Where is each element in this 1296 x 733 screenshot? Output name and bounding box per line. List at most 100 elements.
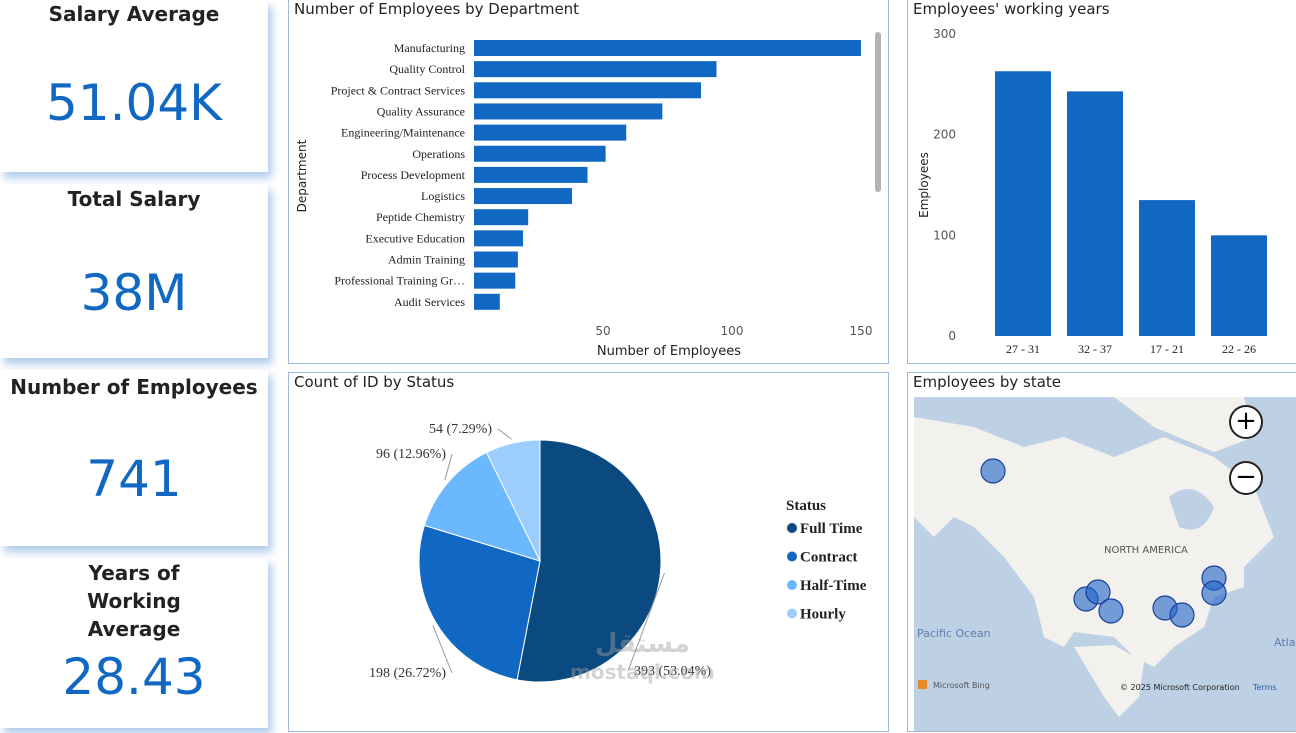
chart-title: Employees by state xyxy=(913,373,1062,391)
bing-logo-icon xyxy=(918,680,927,689)
bar xyxy=(474,188,573,205)
kpi-title: Total Salary xyxy=(67,187,201,211)
map-attribution: © 2025 Microsoft Corporation xyxy=(1120,683,1240,692)
kpi-value: 38M xyxy=(80,264,188,322)
y-tick-label: 100 xyxy=(933,228,956,242)
category-label: Operations xyxy=(412,147,465,161)
category-label: 22 - 26 xyxy=(1222,342,1256,356)
terms-link[interactable]: Terms xyxy=(1252,683,1277,692)
leader-line xyxy=(444,453,453,481)
kpi-salary-average: Salary Average 51.04K xyxy=(0,0,268,172)
category-label: Peptide Chemistry xyxy=(376,210,465,224)
region-label: NORTH AMERICA xyxy=(1104,545,1188,556)
x-tick-label: 100 xyxy=(721,324,744,338)
chart-title: Count of ID by Status xyxy=(294,373,455,391)
category-label: Executive Education xyxy=(365,231,465,245)
kpi-value: 28.43 xyxy=(62,648,206,706)
bar xyxy=(474,166,588,183)
map-bubble[interactable] xyxy=(1169,602,1195,628)
map-bubble[interactable] xyxy=(980,458,1006,484)
department-chart-panel[interactable]: Number of Employees by Department Manufa… xyxy=(288,0,889,364)
x-tick-label: 50 xyxy=(595,324,610,338)
pie-slice xyxy=(418,524,541,681)
map-bubble[interactable] xyxy=(1098,598,1124,624)
bar xyxy=(474,251,518,268)
category-label: Process Development xyxy=(361,168,466,182)
status-pie-chart: 393 (53.04%) 198 (26.72%) 96 (12.96%) 54 (7… xyxy=(369,422,867,683)
kpi-value: 741 xyxy=(86,450,182,508)
bar xyxy=(474,230,524,247)
bar xyxy=(474,40,861,56)
data-label: 54 (7.29%) xyxy=(429,422,492,437)
legend-label: Contract xyxy=(800,550,857,566)
status-pie-panel[interactable]: Count of ID by Status 393 (53.04%) 198 (2… xyxy=(288,372,889,732)
map-bubble[interactable] xyxy=(1085,579,1111,605)
y-axis-title: Employees xyxy=(917,152,931,218)
data-label: 393 (53.04%) xyxy=(634,664,711,679)
leader-line xyxy=(432,625,453,674)
chart-title: Number of Employees by Department xyxy=(294,0,580,18)
zoom-out-button[interactable]: − xyxy=(1229,461,1263,495)
legend-marker xyxy=(787,523,797,533)
legend-label: Full Time xyxy=(800,521,863,537)
category-label: Quality Control xyxy=(389,62,465,76)
y-tick-label: 300 xyxy=(933,27,956,41)
category-label: Project & Contract Services xyxy=(331,83,466,97)
category-label: Admin Training xyxy=(388,253,465,267)
bar xyxy=(1139,200,1195,336)
legend-marker xyxy=(787,580,797,590)
data-label: 198 (26.72%) xyxy=(369,666,446,681)
bing-logo: Microsoft Bing xyxy=(933,681,990,690)
pie-slice xyxy=(423,451,541,562)
legend-label: Hourly xyxy=(800,607,846,623)
bar xyxy=(474,272,516,289)
scrollbar[interactable] xyxy=(875,32,881,192)
kpi-years-working-average: Years of Working Average 28.43 xyxy=(0,558,268,728)
y-axis-title: Department xyxy=(295,139,309,212)
kpi-title: Years of Working Average xyxy=(87,561,181,641)
bar xyxy=(474,103,663,120)
legend-marker xyxy=(787,608,797,619)
zoom-in-button[interactable]: + xyxy=(1229,405,1263,439)
leader-line xyxy=(627,572,665,672)
category-label: Logistics xyxy=(421,189,465,203)
category-label: Professional Training Gr… xyxy=(334,274,465,288)
watermark: مستقل mostaql.com xyxy=(570,630,715,686)
x-axis-title: Number of Employees xyxy=(597,344,741,359)
kpi-number-of-employees: Number of Employees 741 xyxy=(0,370,268,546)
y-tick-label: 0 xyxy=(948,329,956,343)
data-label: 96 (12.96%) xyxy=(376,447,446,462)
x-tick-label: 150 xyxy=(850,324,873,338)
bar xyxy=(1211,235,1267,336)
kpi-title: Salary Average xyxy=(48,2,220,26)
kpi-value: 51.04K xyxy=(46,74,222,132)
y-tick-label: 200 xyxy=(933,128,956,142)
working-years-chart-panel[interactable]: Employees' working years 0 100 200 300 27 - … xyxy=(907,0,1296,364)
category-label: Manufacturing xyxy=(394,41,465,55)
category-label: 32 - 37 xyxy=(1078,342,1112,356)
pie-slice xyxy=(485,439,541,562)
category-label: 17 - 21 xyxy=(1150,342,1184,356)
ocean-label: Pacific Ocean xyxy=(917,627,991,640)
bar xyxy=(474,61,717,78)
bar xyxy=(474,82,702,99)
legend-label: Half-Time xyxy=(800,578,867,594)
leader-line xyxy=(497,428,512,440)
bar xyxy=(474,209,529,226)
legend-title: Status xyxy=(786,498,826,514)
category-label: Engineering/Maintenance xyxy=(341,126,465,140)
category-label: 27 - 31 xyxy=(1006,342,1040,356)
department-bar-chart: Manufacturing Quality Control Project & Co… xyxy=(295,32,881,359)
ocean-label-2: Atla xyxy=(1274,636,1295,649)
bar xyxy=(474,293,500,310)
map-bubble[interactable] xyxy=(1201,580,1227,606)
bar xyxy=(1067,91,1123,336)
watermark-latin: mostaql.com xyxy=(570,660,715,684)
bar xyxy=(995,71,1051,336)
map-panel[interactable]: Employees by state NORTH AMERICA Pacific… xyxy=(907,372,1296,732)
kpi-title: Number of Employees xyxy=(10,375,258,399)
bar xyxy=(474,124,627,141)
legend-marker xyxy=(787,551,797,562)
working-years-bar-chart: 0 100 200 300 27 - 31 32 - 37 17 - 21 22 - 26 Em… xyxy=(917,27,1267,356)
map-canvas[interactable]: NORTH AMERICA Pacific Ocean Atla Microso… xyxy=(914,397,1296,731)
